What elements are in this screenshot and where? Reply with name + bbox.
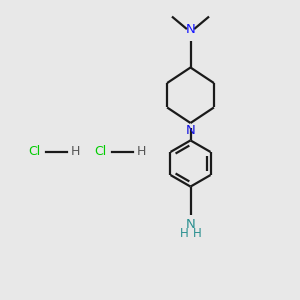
Text: H: H	[136, 145, 146, 158]
Text: Cl: Cl	[28, 145, 40, 158]
Text: N: N	[186, 218, 195, 231]
Text: N: N	[186, 23, 195, 36]
Text: H: H	[179, 227, 188, 240]
Text: H: H	[70, 145, 80, 158]
Text: H: H	[193, 227, 202, 240]
Text: Cl: Cl	[94, 145, 106, 158]
Text: N: N	[186, 124, 195, 136]
